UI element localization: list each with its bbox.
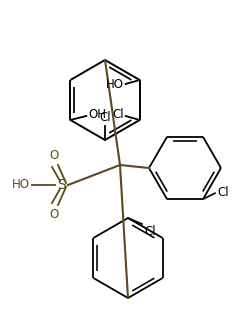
Text: HO: HO [12,179,30,191]
Text: HO: HO [106,78,124,92]
Text: OH: OH [88,108,106,122]
Text: Cl: Cl [112,108,124,122]
Text: Cl: Cl [99,111,111,124]
Text: Cl: Cl [144,225,156,238]
Text: S: S [58,178,66,192]
Text: O: O [49,208,59,221]
Text: O: O [49,149,59,162]
Text: Cl: Cl [217,186,229,199]
